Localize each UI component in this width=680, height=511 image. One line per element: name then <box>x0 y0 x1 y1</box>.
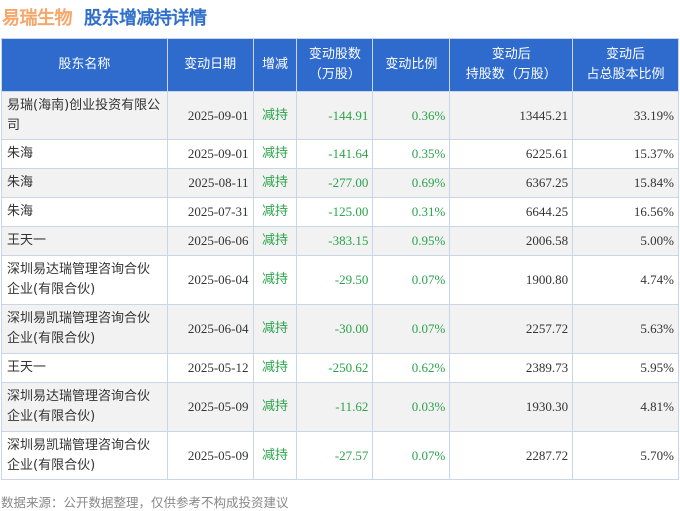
column-header: 增减 <box>252 38 298 92</box>
change-type: 减持 <box>252 353 298 383</box>
shareholder-name: 深圳易达瑞管理咨询合伙企业(有限合伙) <box>1 255 168 305</box>
change-date: 2025-05-09 <box>166 431 254 480</box>
shares-after: 1900.80 <box>449 255 574 305</box>
data-source-note: 数据来源：公开数据整理，仅供参考不构成投资建议 <box>1 495 289 510</box>
change-ratio: 0.03% <box>372 382 451 432</box>
shareholder-name: 深圳易达瑞管理咨询合伙企业(有限合伙) <box>1 382 168 432</box>
change-shares: -11.62 <box>296 382 374 432</box>
column-header: 变动股数 （万股） <box>296 38 374 92</box>
table-row: 王天一 2025-05-12 减持 -250.62 0.62% 2389.73 5.95% <box>1 353 679 383</box>
change-type: 减持 <box>252 226 298 256</box>
shares-after: 13445.21 <box>449 91 574 140</box>
change-shares: -30.00 <box>296 304 374 354</box>
change-type: 减持 <box>252 255 298 305</box>
column-header: 变动日期 <box>166 38 254 92</box>
change-date: 2025-08-11 <box>166 168 254 198</box>
table-row: 王天一 2025-06-06 减持 -383.15 0.95% 2006.58 5.00% <box>1 226 679 256</box>
shares-after: 2257.72 <box>449 304 574 354</box>
shareholder-name: 王天一 <box>1 353 168 383</box>
change-ratio: 0.95% <box>372 226 451 256</box>
change-ratio: 0.31% <box>372 197 451 227</box>
change-ratio: 0.07% <box>372 255 451 305</box>
change-shares: -29.50 <box>296 255 374 305</box>
change-ratio: 0.35% <box>372 139 451 169</box>
shares-after: 6644.25 <box>449 197 574 227</box>
shares-after: 2287.72 <box>449 431 574 480</box>
ratio-after: 15.37% <box>572 139 679 169</box>
change-date: 2025-07-31 <box>166 197 254 227</box>
column-header: 变动比例 <box>372 38 451 92</box>
change-type: 减持 <box>252 139 298 169</box>
change-type: 减持 <box>252 304 298 354</box>
change-shares: -250.62 <box>296 353 374 383</box>
shareholder-name: 深圳易凯瑞管理咨询合伙企业(有限合伙) <box>1 304 168 354</box>
change-shares: -277.00 <box>296 168 374 198</box>
ratio-after: 5.70% <box>572 431 679 480</box>
change-date: 2025-05-09 <box>166 382 254 432</box>
shareholder-name: 朱海 <box>1 139 168 169</box>
table-row: 朱海 2025-08-11 减持 -277.00 0.69% 6367.25 15.84% <box>1 168 679 198</box>
change-date: 2025-06-04 <box>166 304 254 354</box>
column-header: 股东名称 <box>1 38 168 92</box>
ratio-after: 5.95% <box>572 353 679 383</box>
table-row: 朱海 2025-09-01 减持 -141.64 0.35% 6225.61 15.37% <box>1 139 679 169</box>
change-type: 减持 <box>252 431 298 480</box>
change-date: 2025-06-04 <box>166 255 254 305</box>
change-date: 2025-09-01 <box>166 91 254 140</box>
change-type: 减持 <box>252 168 298 198</box>
change-shares: -383.15 <box>296 226 374 256</box>
change-shares: -27.57 <box>296 431 374 480</box>
change-type: 减持 <box>252 197 298 227</box>
ratio-after: 33.19% <box>572 91 679 140</box>
change-shares: -125.00 <box>296 197 374 227</box>
shareholder-name: 朱海 <box>1 168 168 198</box>
change-ratio: 0.07% <box>372 304 451 354</box>
column-header: 变动后 占总股本比例 <box>572 38 679 92</box>
shareholder-name: 朱海 <box>1 197 168 227</box>
shareholder-name: 深圳易凯瑞管理咨询合伙企业(有限合伙) <box>1 431 168 480</box>
change-shares: -141.64 <box>296 139 374 169</box>
ratio-after: 15.84% <box>572 168 679 198</box>
change-date: 2025-09-01 <box>166 139 254 169</box>
ratio-after: 5.63% <box>572 304 679 354</box>
change-type: 减持 <box>252 382 298 432</box>
table-row: 易瑞(海南)创业投资有限公司 2025-09-01 减持 -144.91 0.36% 13… <box>1 91 679 140</box>
change-ratio: 0.62% <box>372 353 451 383</box>
ratio-after: 16.56% <box>572 197 679 227</box>
change-ratio: 0.07% <box>372 431 451 480</box>
change-ratio: 0.69% <box>372 168 451 198</box>
ratio-after: 4.74% <box>572 255 679 305</box>
change-shares: -144.91 <box>296 91 374 140</box>
shares-after: 1930.30 <box>449 382 574 432</box>
shares-after: 2006.58 <box>449 226 574 256</box>
shares-after: 6225.61 <box>449 139 574 169</box>
holdings-change-table: 股东名称 变动日期 增减 变动股数 （万股） 变动比例 变动后 持股数（万股） 变动后 占总… <box>1 38 679 480</box>
shareholder-name: 易瑞(海南)创业投资有限公司 <box>1 91 168 140</box>
table-row: 朱海 2025-07-31 减持 -125.00 0.31% 6644.25 16.56% <box>1 197 679 227</box>
shareholder-name: 王天一 <box>1 226 168 256</box>
shares-after: 2389.73 <box>449 353 574 383</box>
subtitle: 股东增减持详情 <box>84 8 207 29</box>
ratio-after: 4.81% <box>572 382 679 432</box>
table-row: 深圳易凯瑞管理咨询合伙企业(有限合伙) 2025-05-09 减持 -27.57 0.0… <box>1 431 679 480</box>
change-ratio: 0.36% <box>372 91 451 140</box>
column-header: 变动后 持股数（万股） <box>449 38 574 92</box>
change-date: 2025-06-06 <box>166 226 254 256</box>
shares-after: 6367.25 <box>449 168 574 198</box>
table-row: 深圳易达瑞管理咨询合伙企业(有限合伙) 2025-05-09 减持 -11.62 0.0… <box>1 382 679 432</box>
change-date: 2025-05-12 <box>166 353 254 383</box>
ratio-after: 5.00% <box>572 226 679 256</box>
table-row: 深圳易凯瑞管理咨询合伙企业(有限合伙) 2025-06-04 减持 -30.00 0.0… <box>1 304 679 354</box>
company-name: 易瑞生物 <box>2 8 73 29</box>
change-type: 减持 <box>252 91 298 140</box>
page-title: 易瑞生物 股东增减持详情 <box>2 4 207 30</box>
table-row: 深圳易达瑞管理咨询合伙企业(有限合伙) 2025-06-04 减持 -29.50 0.0… <box>1 255 679 305</box>
